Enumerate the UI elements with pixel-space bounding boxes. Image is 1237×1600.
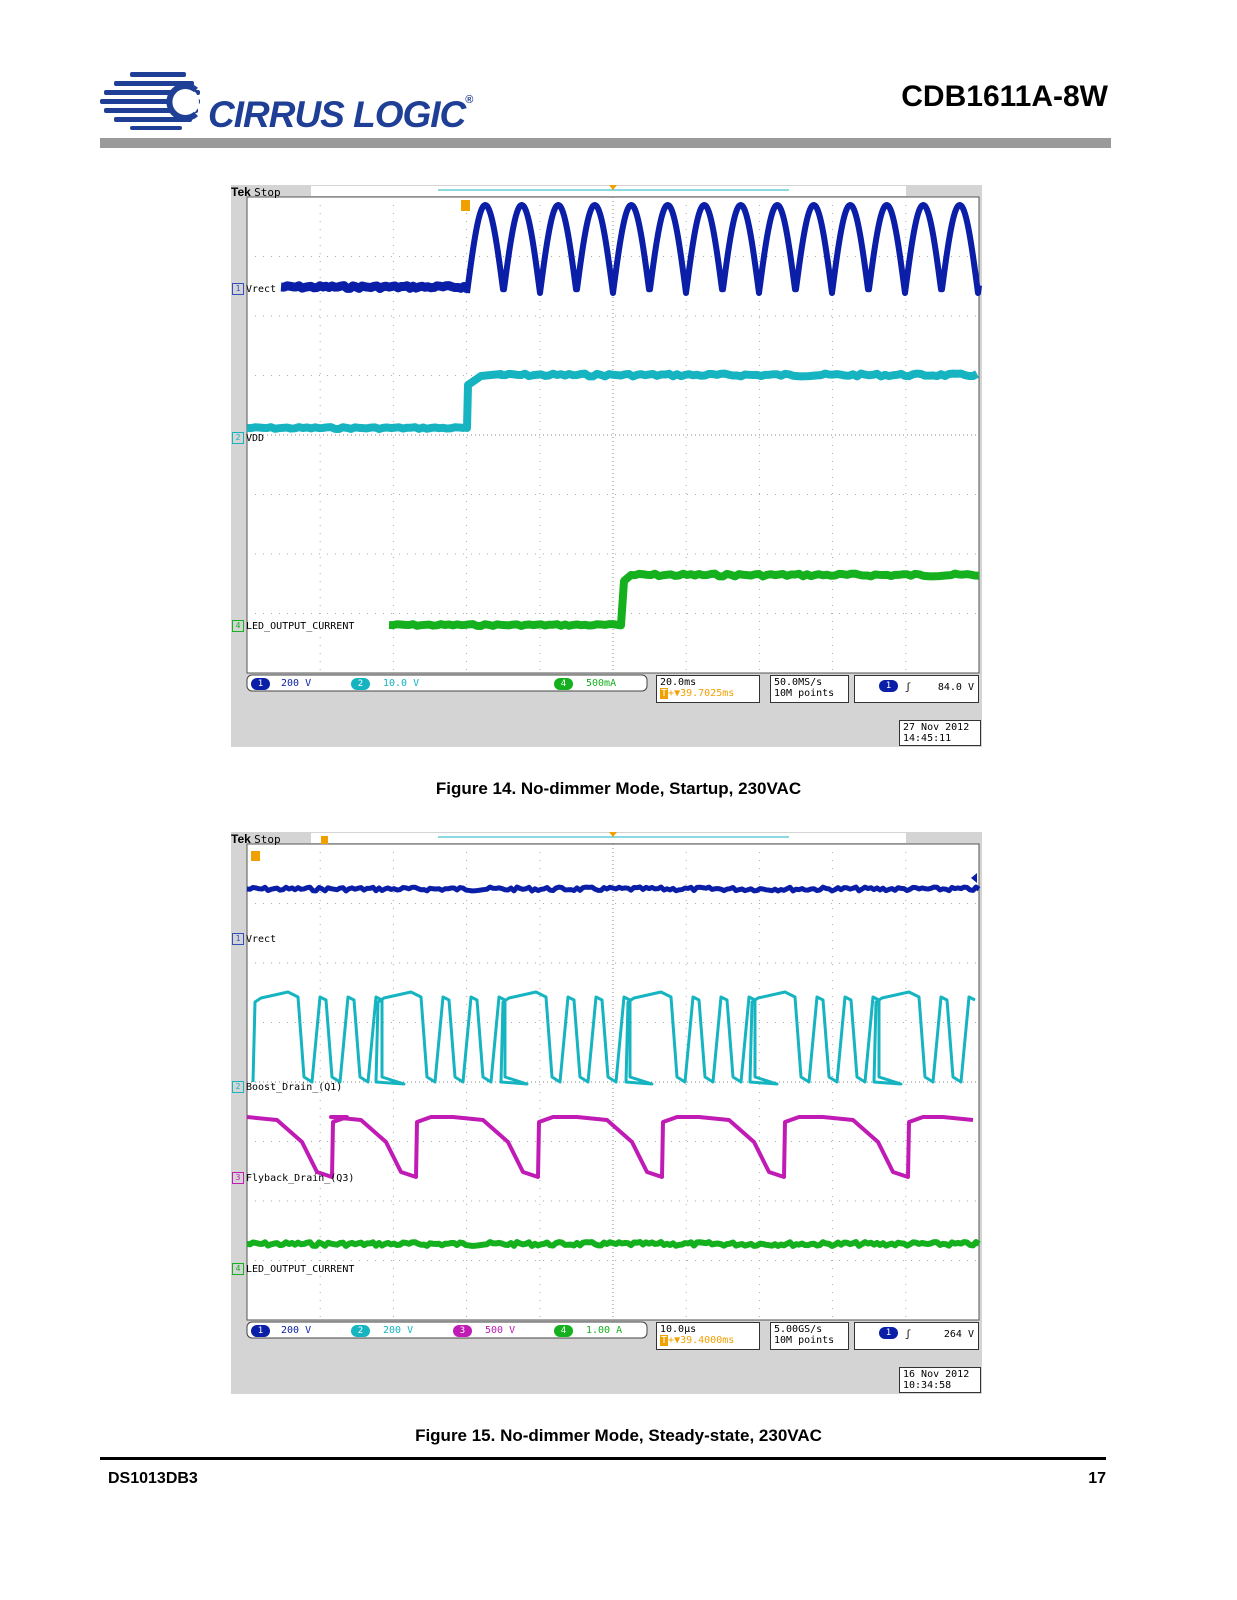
trigger-delay: T+▼39.7025ms <box>660 688 735 699</box>
channel-label: 3 Flyback_Drain_(Q3) <box>232 1172 354 1184</box>
acquisition-box: 50.0MS/s 10M points <box>770 675 849 703</box>
sample-rate: 5.00GS/s <box>774 1324 823 1335</box>
channel-1-badge: 1 <box>251 678 270 690</box>
channel-2-badge: 2 <box>351 678 370 690</box>
footer-rule <box>100 1457 1106 1460</box>
record-length: 10M points <box>774 688 835 699</box>
scope-brand-status: Tek Stop <box>231 832 281 846</box>
footer-doc-id: DS1013DB3 <box>108 1470 198 1487</box>
capture-time: 10:34:58 <box>903 1380 952 1391</box>
vrect-trace <box>279 281 469 293</box>
vdd-trace <box>246 369 979 433</box>
channel-label: 1 Vrect <box>232 283 276 295</box>
figure-15-caption: Figure 15. No-dimmer Mode, Steady-state,… <box>415 1426 822 1445</box>
channel-label: 2 Boost_Drain_(Q1) <box>232 1081 342 1093</box>
ch1-level-arrow-icon <box>971 873 977 883</box>
ch4-scale: 500mA <box>586 678 617 689</box>
channel-4-badge: 4 <box>554 1325 573 1337</box>
oscilloscope-screenshot-steady-state: Tek Stop 1 Vrect 2 Boost_Drain_(Q1) 3 Flyba… <box>231 832 982 1394</box>
trigger-box: 1 ʃ 264 V <box>854 1322 979 1350</box>
oscilloscope-screenshot-startup: Tek Stop 1 Vrect 2 VDD 4 LED_OUTPUT_CURRENT… <box>231 185 982 747</box>
record-view-bar <box>311 186 906 196</box>
flyback-drain-trace <box>246 1115 974 1179</box>
vrect-trace <box>246 884 981 894</box>
vrect-trace <box>464 202 982 296</box>
scope-waveform-display <box>246 832 981 1339</box>
trigger-source-badge: 1 <box>879 680 898 692</box>
channel-scale-bar <box>246 1321 648 1339</box>
trigger-level: 264 V <box>943 1329 974 1340</box>
ch2-scale: 200 V <box>383 1325 414 1336</box>
trigger-level: 84.0 V <box>937 682 974 693</box>
channel-4-badge: 4 <box>554 678 573 690</box>
sample-rate: 50.0MS/s <box>774 677 823 688</box>
cirrus-logic-logo: CIRRUS LOGIC® <box>100 66 473 135</box>
trigger-pretrigger-marker <box>321 836 328 844</box>
channel-label: 4 LED_OUTPUT_CURRENT <box>232 1263 354 1275</box>
channel-label: 4 LED_OUTPUT_CURRENT <box>232 620 354 632</box>
figure-14-caption: Figure 14. No-dimmer Mode, Startup, 230V… <box>435 779 802 798</box>
channel-scale-bar <box>246 674 648 692</box>
record-length: 10M points <box>774 1335 835 1346</box>
trigger-point-marker <box>251 851 260 861</box>
channel-2-badge: 2 <box>351 1325 370 1337</box>
channel-1-badge: 1 <box>251 1325 270 1337</box>
logo-swirl-icon <box>100 72 200 130</box>
trigger-position-icon <box>609 832 617 837</box>
timestamp-box: 16 Nov 2012 10:34:58 <box>899 1367 981 1393</box>
channel-label: 2 VDD <box>232 432 264 444</box>
page-number: 17 <box>1088 1470 1106 1487</box>
channel-3-badge: 3 <box>453 1325 472 1337</box>
trigger-marker-icon: T <box>660 1335 669 1346</box>
timestamp-box: 27 Nov 2012 14:45:11 <box>899 720 981 746</box>
capture-date: 27 Nov 2012 <box>903 722 970 733</box>
logo-text: CIRRUS LOGIC® <box>208 94 473 135</box>
timebase-value: 20.0ms <box>660 677 697 688</box>
led-current-trace <box>246 1239 981 1249</box>
rising-edge-icon: ʃ <box>905 1329 912 1340</box>
trigger-source-badge: 1 <box>879 1327 898 1339</box>
ch1-scale: 200 V <box>281 678 312 689</box>
header-rule <box>100 138 1111 148</box>
trigger-position-icon <box>609 185 617 190</box>
timebase-value: 10.0µs <box>660 1324 697 1335</box>
timebase-box: 20.0ms T+▼39.7025ms <box>656 675 760 703</box>
ch2-scale: 10.0 V <box>383 678 420 689</box>
scope-brand-status: Tek Stop <box>231 185 281 199</box>
boost-drain-trace <box>251 990 976 1086</box>
led-current-trace <box>388 569 980 630</box>
capture-time: 14:45:11 <box>903 733 952 744</box>
acquisition-box: 5.00GS/s 10M points <box>770 1322 849 1350</box>
channel-label: 1 Vrect <box>232 933 276 945</box>
ch4-scale: 1.00 A <box>586 1325 623 1336</box>
capture-date: 16 Nov 2012 <box>903 1369 970 1380</box>
document-title: CDB1611A-8W <box>901 80 1108 113</box>
timebase-box: 10.0µs T+▼39.4000ms <box>656 1322 760 1350</box>
trigger-delay: T+▼39.4000ms <box>660 1335 735 1346</box>
trigger-marker-icon: T <box>660 688 669 699</box>
scope-waveform-display <box>246 185 982 692</box>
trigger-box: 1 ʃ 84.0 V <box>854 675 979 703</box>
ch3-scale: 500 V <box>485 1325 516 1336</box>
trigger-point-marker <box>461 200 470 211</box>
ch1-scale: 200 V <box>281 1325 312 1336</box>
record-view-bar <box>311 833 906 843</box>
rising-edge-icon: ʃ <box>905 682 912 693</box>
